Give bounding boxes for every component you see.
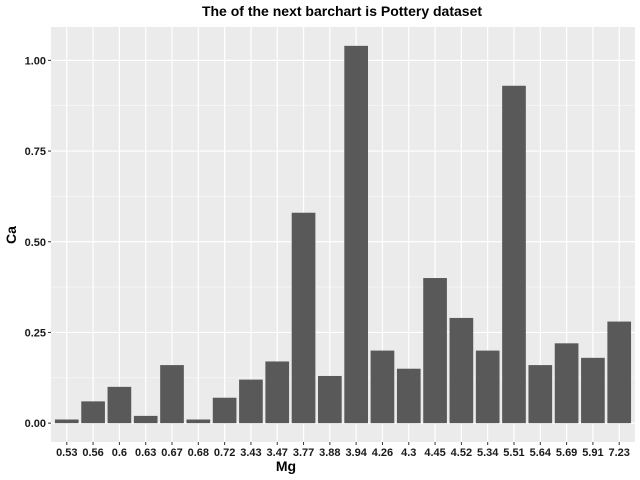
x-tick-label: 3.94 bbox=[345, 447, 367, 459]
bar-3.43 bbox=[239, 379, 263, 424]
x-tick-label: 0.53 bbox=[56, 447, 77, 459]
bar-0.56 bbox=[81, 401, 105, 424]
bar-4.3 bbox=[396, 368, 421, 424]
chart-title: The of the next barchart is Pottery data… bbox=[202, 3, 482, 19]
y-axis-title: Ca bbox=[3, 226, 19, 244]
x-tick-label: 5.91 bbox=[582, 447, 603, 459]
bar-0.6 bbox=[107, 386, 132, 424]
y-axis: 0.00 0.25 0.50 0.75 1.00 bbox=[25, 55, 51, 430]
x-tick-label: 5.34 bbox=[477, 447, 499, 459]
bar-4.45 bbox=[423, 278, 447, 424]
bar-0.63 bbox=[133, 415, 158, 424]
x-tick-label: 5.69 bbox=[556, 447, 577, 459]
bar-5.34 bbox=[475, 350, 500, 424]
bar-7.23 bbox=[607, 321, 632, 424]
x-tick-label: 3.43 bbox=[240, 447, 261, 459]
bar-4.52 bbox=[449, 317, 474, 424]
bars bbox=[54, 45, 632, 424]
y-tick-label: 0.50 bbox=[25, 237, 46, 249]
y-tick-label: 0.00 bbox=[25, 418, 46, 430]
bar-5.69 bbox=[554, 343, 579, 424]
bar-5.91 bbox=[581, 357, 605, 424]
bar-3.47 bbox=[265, 361, 290, 424]
x-tick-label: 3.77 bbox=[293, 447, 314, 459]
x-tick-label: 4.26 bbox=[372, 447, 393, 459]
bar-5.51 bbox=[502, 85, 526, 424]
x-tick-label: 4.45 bbox=[424, 447, 445, 459]
y-tick-label: 1.00 bbox=[25, 55, 46, 67]
x-tick-label: 7.23 bbox=[609, 447, 630, 459]
y-tick-label: 0.75 bbox=[25, 146, 46, 158]
x-axis-title: Mg bbox=[276, 458, 296, 474]
x-tick-label: 5.64 bbox=[530, 447, 552, 459]
x-tick-label: 5.51 bbox=[503, 447, 524, 459]
gridlines bbox=[51, 27, 635, 442]
bar-0.72 bbox=[212, 397, 237, 424]
x-tick-label: 0.63 bbox=[135, 447, 156, 459]
y-tick-label: 0.25 bbox=[25, 327, 46, 339]
bar-0.68 bbox=[186, 419, 211, 424]
bar-4.26 bbox=[370, 350, 395, 424]
x-tick-label: 3.47 bbox=[267, 447, 288, 459]
bar-0.67 bbox=[160, 365, 184, 424]
bar-3.77 bbox=[291, 212, 316, 424]
x-tick-label: 0.67 bbox=[161, 447, 182, 459]
x-tick-label: 3.88 bbox=[319, 447, 340, 459]
x-tick-label: 4.52 bbox=[451, 447, 472, 459]
bar-5.64 bbox=[528, 365, 553, 424]
x-tick-label: 0.72 bbox=[214, 447, 235, 459]
bar-3.88 bbox=[318, 375, 342, 424]
x-tick-label: 0.6 bbox=[112, 447, 127, 459]
x-tick-label: 0.68 bbox=[188, 447, 209, 459]
x-tick-label: 4.3 bbox=[401, 447, 416, 459]
x-tick-label: 0.56 bbox=[82, 447, 103, 459]
bar-3.94 bbox=[344, 45, 368, 424]
x-axis: 0.53 0.56 0.6 0.63 0.67 0.68 0.72 3.43 3.47 3.77 3… bbox=[56, 442, 630, 459]
bar-0.53 bbox=[54, 419, 79, 424]
